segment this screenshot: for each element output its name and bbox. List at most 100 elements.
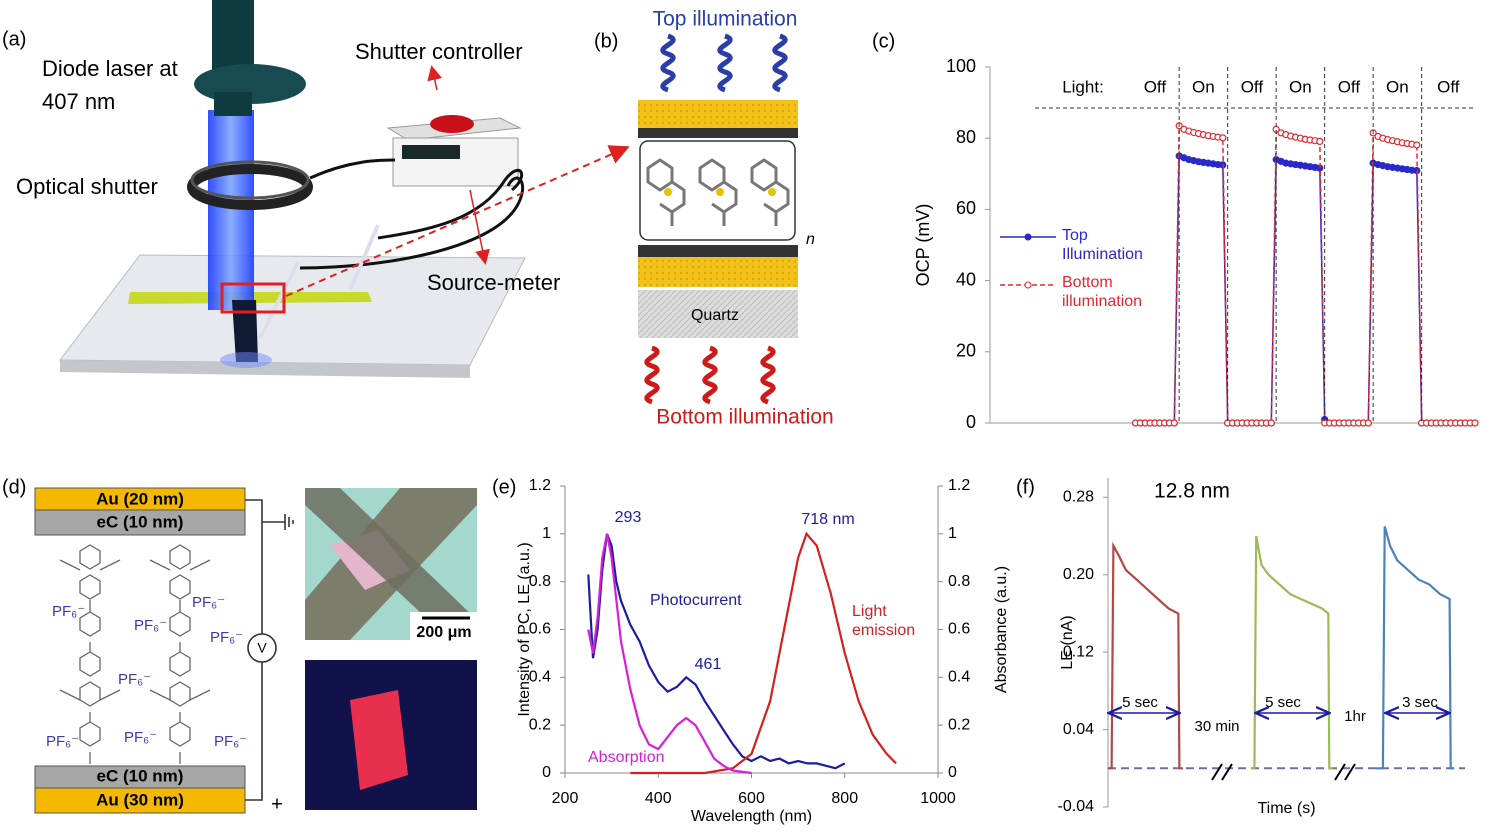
y-tick-label: 1.2 (529, 477, 551, 494)
y-axis-label: Intensity of PC, LE (a.u.) (516, 542, 533, 716)
label: n (806, 231, 815, 248)
state-label: Off (1338, 77, 1361, 96)
setup-illustration (58, 0, 630, 378)
y-tick-label: 0.28 (1063, 489, 1094, 506)
interval-label: 5 sec (1265, 694, 1301, 711)
chart-title: 12.8 nm (1154, 480, 1230, 503)
marker (1219, 134, 1227, 142)
layer-label: eC (10 nm) (97, 512, 184, 531)
series-line (1375, 526, 1455, 770)
panel-label: (b) (594, 30, 618, 52)
x-tick-label: 400 (645, 790, 672, 807)
state-label: On (1386, 77, 1409, 96)
x-tick-label: 800 (831, 790, 858, 807)
label: Diode laser at 407 nm (42, 56, 178, 114)
y2-tick-label: 0.4 (948, 669, 970, 686)
ion-label: PF₆⁻ (134, 617, 167, 634)
device-stack (638, 33, 798, 405)
panel-label: (a) (2, 28, 26, 50)
gap-label: 1hr (1344, 708, 1366, 725)
x-axis-label: Time (s) (1257, 800, 1315, 817)
y-tick-label: 40 (956, 269, 976, 289)
legend-marker (1024, 281, 1032, 289)
y-tick-label: 60 (956, 198, 976, 218)
y-axis-label: OCP (mV) (913, 204, 933, 287)
y-tick-label: 0 (542, 764, 551, 781)
x-axis-label: Wavelength (nm) (691, 808, 812, 825)
label: Quartz (691, 307, 739, 324)
ion-label: PF₆⁻ (124, 729, 157, 746)
y-tick-label: 20 (956, 341, 976, 361)
legend-label: Bottom illumination (1062, 274, 1143, 311)
layer-label: eC (10 nm) (97, 766, 184, 785)
y-tick-label: 0.12 (1063, 643, 1094, 660)
y-tick-label: 0.04 (1063, 721, 1094, 738)
series-line (1108, 541, 1183, 770)
y-tick-label: 0.8 (529, 573, 551, 590)
axis-break (1334, 763, 1356, 781)
label: Bottom illumination (656, 406, 833, 429)
peak-label: 461 (695, 656, 722, 673)
y-tick-label: 1 (542, 525, 551, 542)
y-tick-label: 0.4 (529, 669, 551, 686)
ion-label: PF₆⁻ (52, 603, 85, 620)
series-label: Absorption (588, 749, 665, 766)
ion-label: PF₆⁻ (192, 594, 225, 611)
y2-axis-label: Absorbance (a.u.) (993, 566, 1010, 693)
y-tick-label: 0 (966, 412, 976, 432)
legend-marker (1024, 233, 1032, 241)
ion-label: PF₆⁻ (214, 733, 247, 750)
y-tick-label: 0.6 (529, 621, 551, 638)
state-label: Off (1437, 77, 1460, 96)
x-tick-label: 1000 (920, 790, 956, 807)
y-tick-label: 0.2 (529, 716, 551, 733)
label: Top illumination (653, 8, 798, 31)
peak-label: 293 (615, 509, 642, 526)
y-tick-label: 100 (946, 56, 976, 76)
y-tick-label: 80 (956, 127, 976, 147)
ion-label: PF₆⁻ (210, 629, 243, 646)
legend-label: Top Illumination (1062, 227, 1143, 264)
y2-tick-label: 0.6 (948, 621, 970, 638)
state-label: On (1192, 77, 1215, 96)
marker (1267, 419, 1275, 427)
interval-label: 3 sec (1402, 694, 1438, 711)
state-label: Off (1241, 77, 1264, 96)
marker (1170, 419, 1178, 427)
series-line (587, 533, 752, 775)
x-tick-label: 200 (552, 790, 579, 807)
panel-label: (f) (1016, 476, 1035, 498)
x-tick-label: 600 (738, 790, 765, 807)
peak-label: 718 nm (801, 511, 854, 528)
ion-label: PF₆⁻ (46, 733, 79, 750)
panel-label: (e) (492, 476, 516, 498)
marker (1364, 419, 1372, 427)
state-label: On (1289, 77, 1312, 96)
junction-diagram (34, 487, 477, 814)
meter-label: V (257, 640, 267, 656)
state-heading: Light: (1062, 77, 1104, 96)
series-line (630, 531, 897, 775)
y2-tick-label: 0.8 (948, 573, 970, 590)
interval-label: 5 sec (1122, 694, 1158, 711)
marker (1413, 141, 1421, 149)
layer-label: Au (30 nm) (96, 790, 184, 809)
label: Optical shutter (16, 174, 158, 199)
series-line (1135, 154, 1475, 424)
marker (1471, 419, 1479, 427)
label: Shutter controller (355, 39, 523, 64)
y2-tick-label: 0 (948, 764, 957, 781)
marker (1316, 137, 1324, 146)
series-label: Photocurrent (650, 592, 742, 609)
y2-tick-label: 1 (948, 525, 957, 542)
panel-label: (d) (2, 476, 26, 498)
y2-tick-label: 1.2 (948, 477, 970, 494)
series-line (1250, 535, 1333, 770)
series-label: Light emission (852, 603, 916, 640)
scale-label: 200 μm (416, 624, 471, 641)
polarity-label: + (271, 793, 283, 815)
gap-label: 30 min (1194, 718, 1239, 735)
y-tick-label: -0.04 (1058, 798, 1095, 815)
